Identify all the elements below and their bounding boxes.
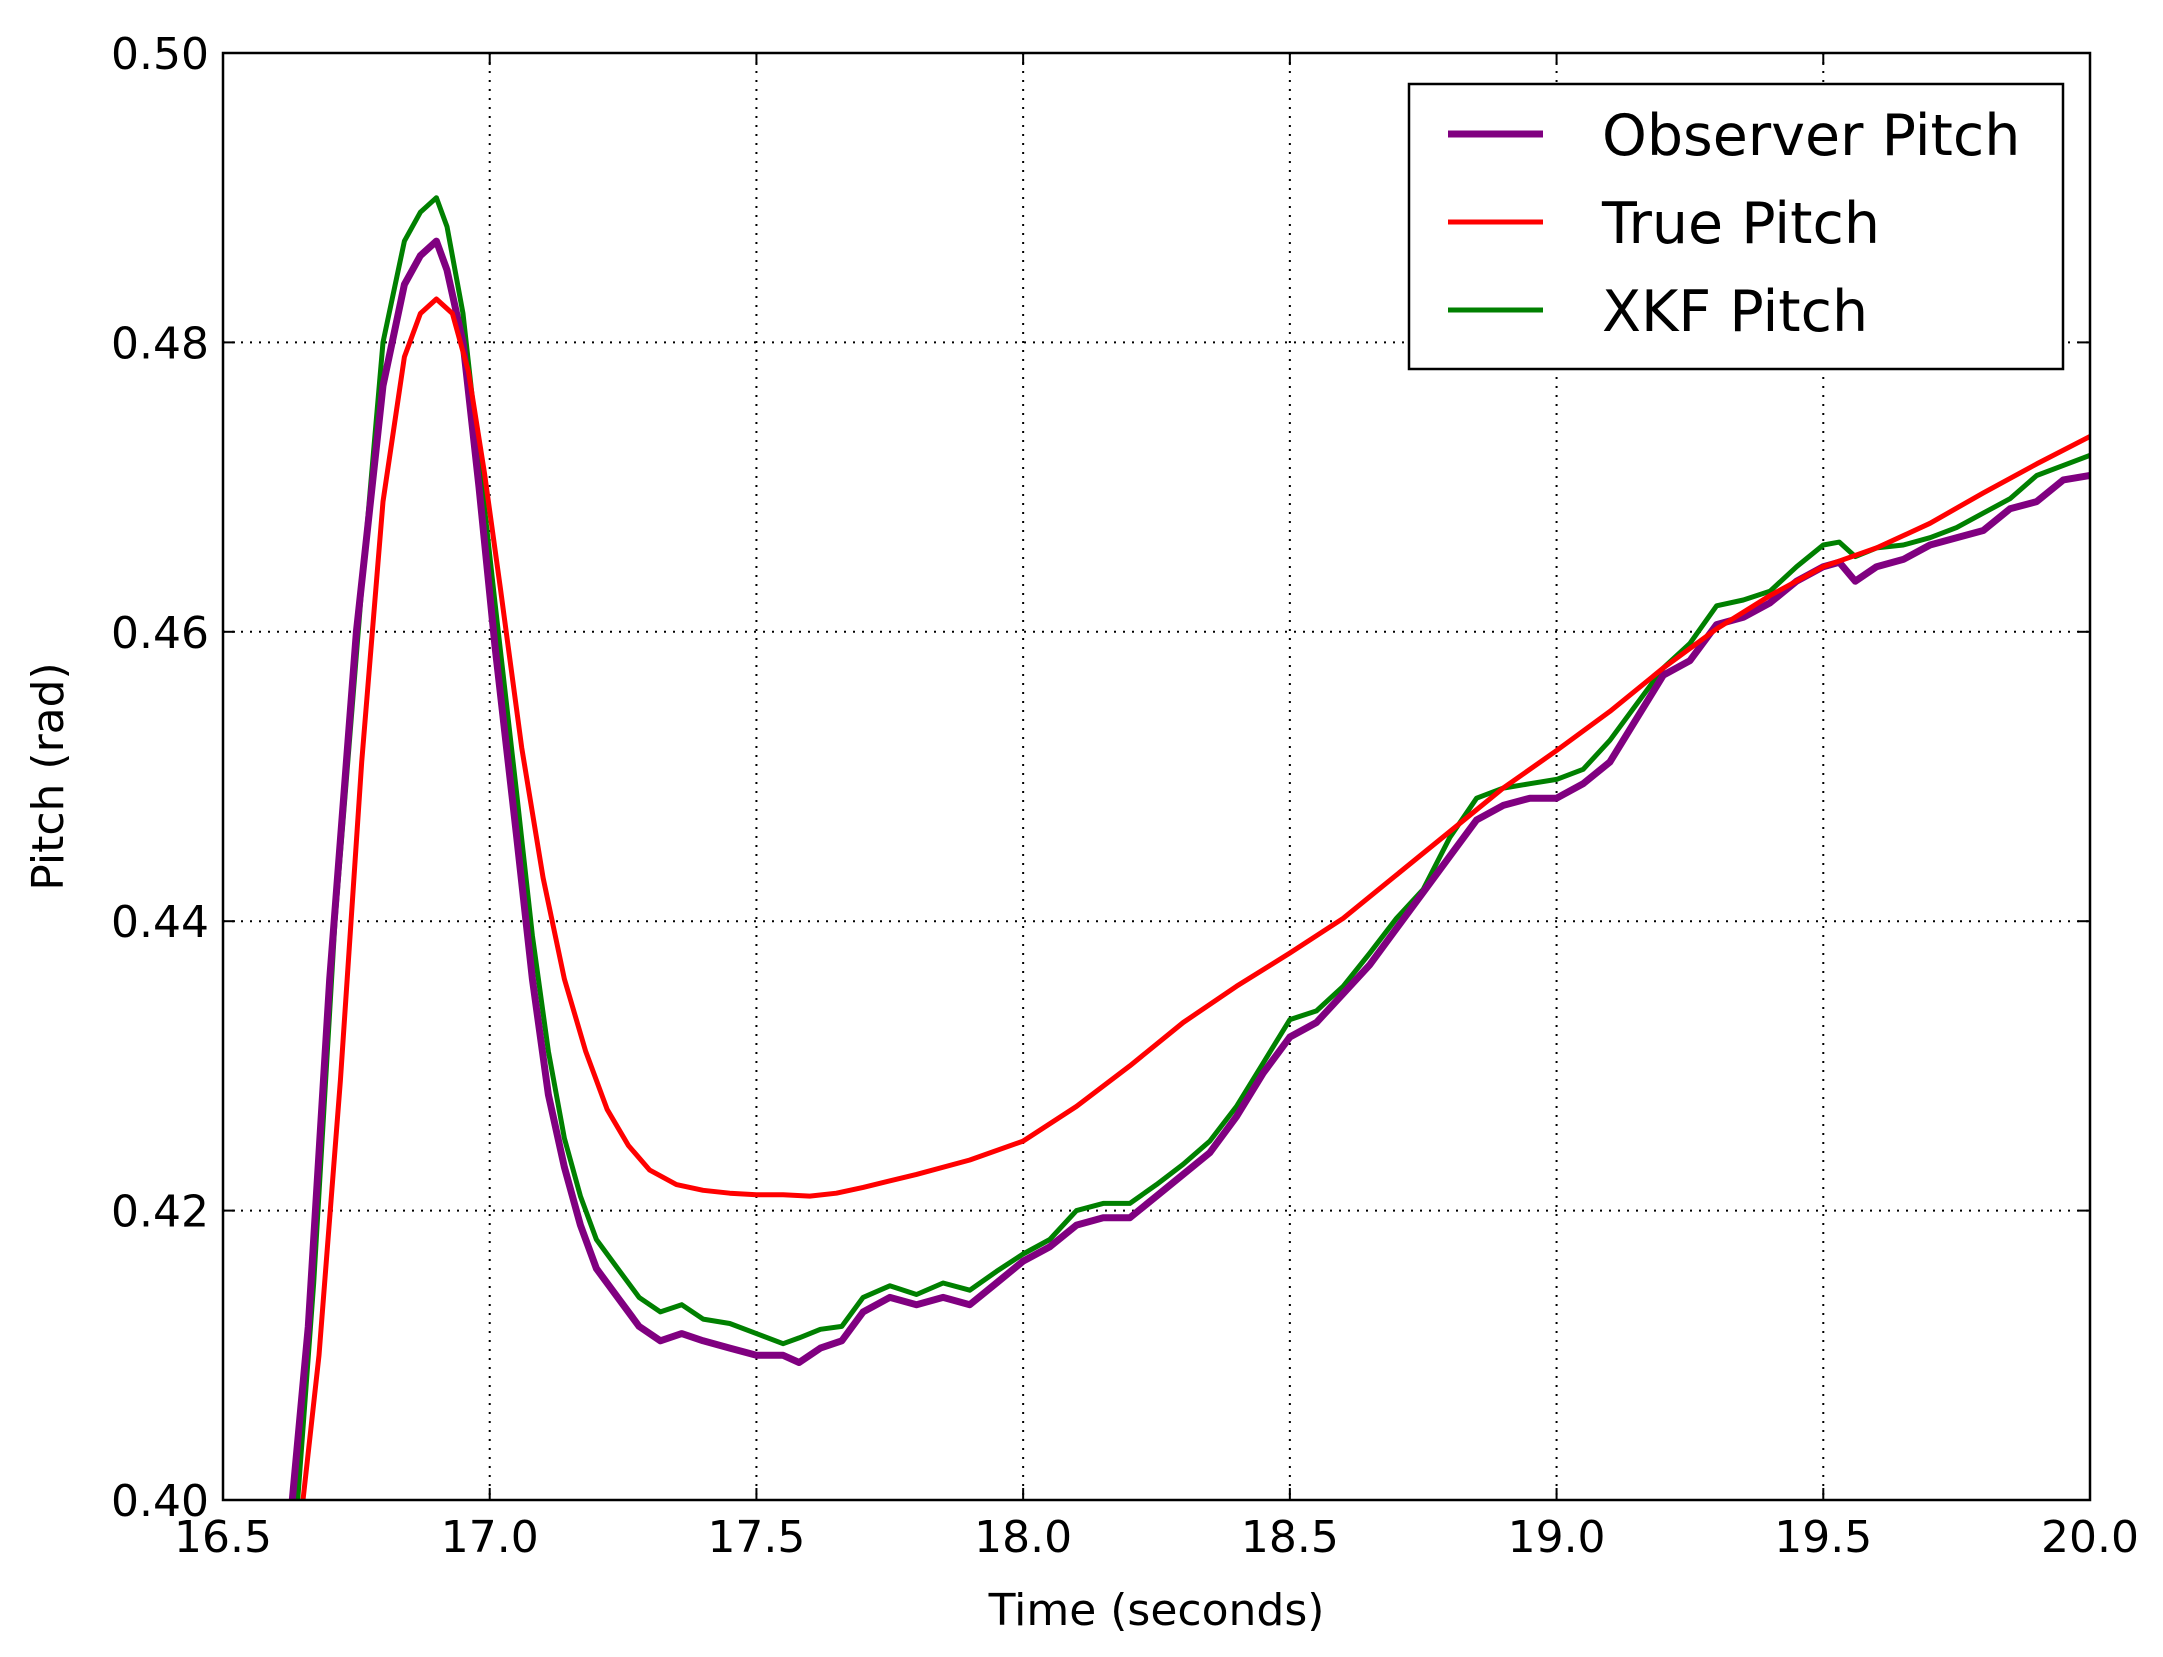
y-tick-label: 0.48 <box>111 318 209 369</box>
x-tick-label: 19.5 <box>1774 1512 1872 1563</box>
x-tick-label: 20.0 <box>2041 1512 2139 1563</box>
plot-series <box>288 195 2090 1500</box>
legend-entry: True Pitch <box>1448 191 1880 257</box>
x-tick-label: 18.5 <box>1241 1512 1339 1563</box>
y-tick-label: 0.46 <box>111 608 209 659</box>
y-tick-label: 0.40 <box>111 1476 209 1527</box>
y-tick-label: 0.50 <box>111 29 209 80</box>
legend-entries: Observer Pitch True Pitch XKF Pitch <box>1448 103 2020 345</box>
series-line-observer-pitch <box>288 237 2090 1500</box>
series-line-xkf-pitch <box>295 195 2090 1500</box>
x-tick-label: 16.5 <box>174 1512 272 1563</box>
y-axis-label: Pitch (rad) <box>23 662 74 890</box>
x-tick-label: 17.5 <box>707 1512 805 1563</box>
legend-entry: Observer Pitch <box>1448 103 2020 169</box>
x-axis-label: Time (seconds) <box>988 1585 1325 1636</box>
legend-label: True Pitch <box>1601 191 1880 257</box>
axis-ticks <box>222 52 2091 1501</box>
legend-label: Observer Pitch <box>1602 103 2020 169</box>
x-tick-label: 17.0 <box>441 1512 539 1563</box>
plot-frame <box>221 51 2092 1502</box>
y-tick-label: 0.44 <box>111 897 209 948</box>
tick-labels: 16.5 17.0 17.5 18.0 18.5 19.0 19.5 20.0 0.40 0.42… <box>111 29 2139 1563</box>
legend-label: XKF Pitch <box>1602 279 1868 345</box>
legend: Observer Pitch True Pitch XKF Pitch <box>1407 82 2065 371</box>
legend-entry: XKF Pitch <box>1448 279 1868 345</box>
y-tick-label: 0.42 <box>111 1187 209 1238</box>
series-line-true-pitch <box>300 296 2090 1500</box>
x-tick-label: 18.0 <box>974 1512 1072 1563</box>
x-tick-label: 19.0 <box>1508 1512 1606 1563</box>
